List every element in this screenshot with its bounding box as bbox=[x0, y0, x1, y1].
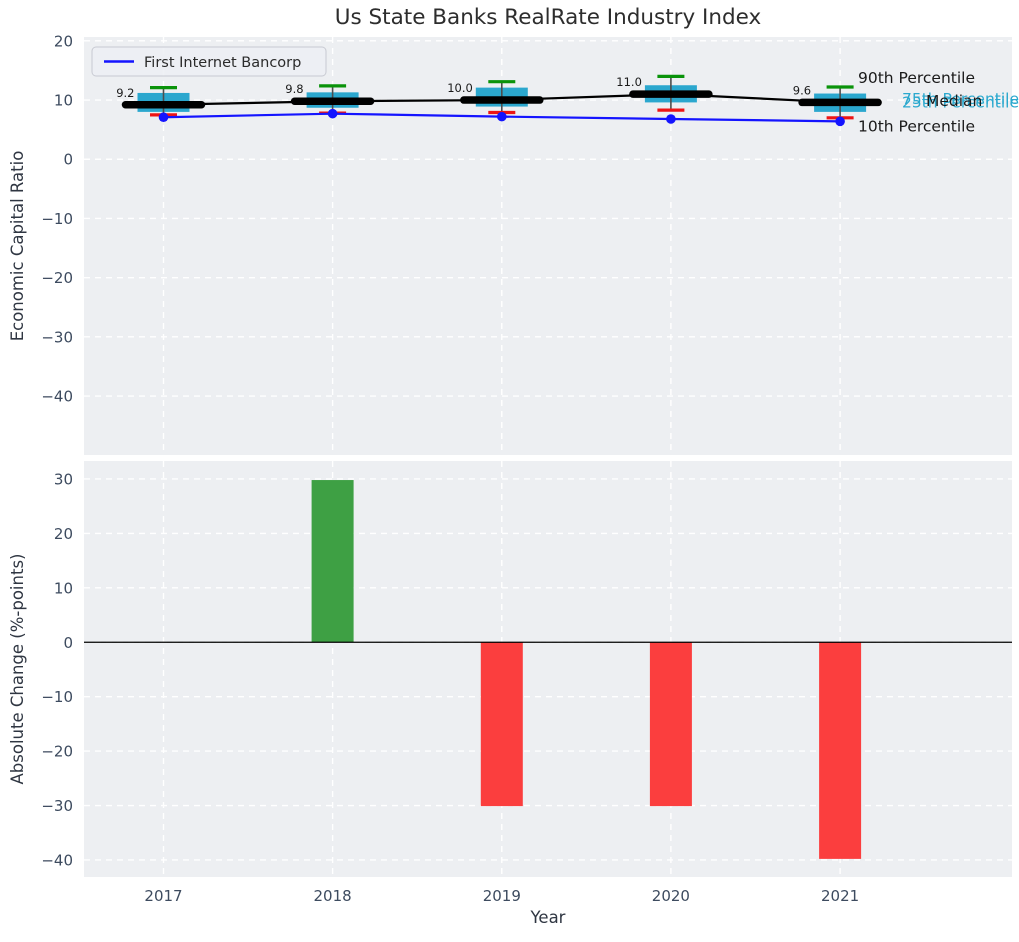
change-bar-2018 bbox=[311, 480, 354, 643]
median-value-label: 9.6 bbox=[793, 83, 811, 97]
y-tick-label: −40 bbox=[41, 851, 73, 869]
y-tick-label: −40 bbox=[41, 388, 73, 406]
y-tick-label: −30 bbox=[41, 328, 73, 346]
p90-annotation: 90th Percentile bbox=[858, 69, 975, 87]
median-annotation: Median bbox=[926, 92, 982, 110]
y-tick-label: −10 bbox=[41, 210, 73, 228]
y-tick-label: 10 bbox=[54, 579, 73, 597]
bottom-y-axis-label: Absolute Change (%-points) bbox=[8, 553, 27, 785]
x-tick-label: 2021 bbox=[821, 887, 859, 905]
p25-annotation: 25th Percentile bbox=[902, 94, 1019, 112]
company-marker bbox=[666, 114, 676, 124]
change-bar-2019 bbox=[480, 642, 523, 807]
y-tick-label: −10 bbox=[41, 688, 73, 706]
median-value-label: 11.0 bbox=[616, 75, 642, 89]
company-marker bbox=[497, 111, 507, 122]
legend-box bbox=[91, 46, 327, 77]
y-tick-label: 20 bbox=[54, 525, 73, 543]
company-marker bbox=[835, 116, 845, 127]
median-value-label: 10.0 bbox=[447, 81, 473, 95]
x-tick-label: 2019 bbox=[483, 887, 521, 905]
change-bar-2020 bbox=[649, 642, 692, 807]
chart-title: Us State Banks RealRate Industry Index bbox=[334, 5, 762, 30]
legend-label: First Internet Bancorp bbox=[144, 55, 301, 71]
top-y-axis-label: Economic Capital Ratio bbox=[8, 150, 27, 342]
legend: First Internet Bancorp bbox=[91, 46, 327, 77]
y-tick-label: −20 bbox=[41, 269, 73, 287]
x-tick-label: 2020 bbox=[652, 887, 690, 905]
company-marker bbox=[158, 112, 169, 123]
median-value-label: 9.8 bbox=[285, 82, 303, 96]
x-axis-label: Year bbox=[530, 908, 566, 927]
x-tick-label: 2018 bbox=[314, 887, 352, 905]
y-tick-label: 10 bbox=[54, 92, 73, 110]
y-tick-label: 0 bbox=[63, 634, 73, 652]
y-tick-label: 0 bbox=[63, 151, 73, 169]
absolute-change-bar-chart: 30 20 10 0 −10 −20 −30 −40 2017 2018 2019 2020 2021 bbox=[41, 461, 1012, 905]
company-marker bbox=[327, 108, 338, 119]
economic-capital-ratio-chart: 20 10 0 −10 −20 −30 −40 9.2 9.8 10.0 11.0 9.6 90th P… bbox=[41, 32, 1019, 455]
median-value-label: 9.2 bbox=[116, 86, 134, 100]
y-tick-label: −30 bbox=[41, 797, 73, 815]
p75-annotation: 75th Percentile bbox=[902, 90, 1019, 108]
change-bar-2021 bbox=[819, 642, 862, 859]
x-tick-label: 2017 bbox=[144, 887, 182, 905]
p10-annotation: 10th Percentile bbox=[858, 118, 975, 136]
y-tick-label: −20 bbox=[41, 743, 73, 761]
bottom-plot-background bbox=[84, 461, 1012, 877]
y-tick-label: 20 bbox=[54, 32, 73, 50]
y-tick-label: 30 bbox=[54, 470, 73, 488]
